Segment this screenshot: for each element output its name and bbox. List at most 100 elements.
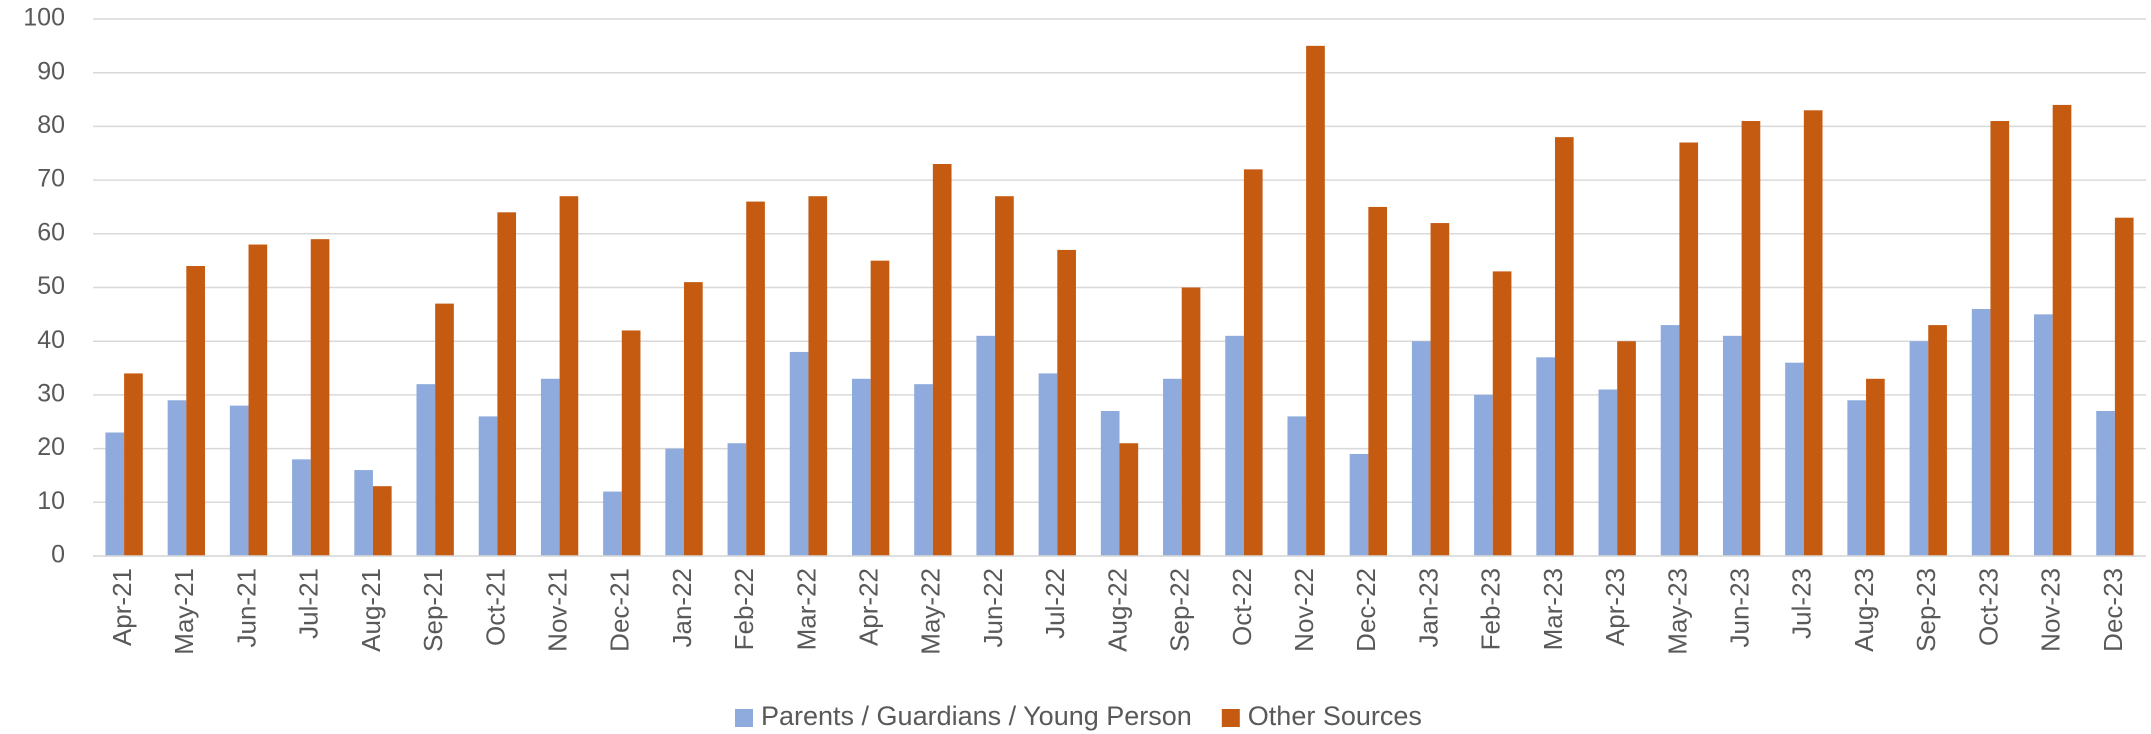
bar	[186, 266, 205, 556]
bar	[478, 416, 498, 556]
bar	[1990, 121, 2010, 556]
bar	[1722, 335, 1742, 556]
bar	[1411, 341, 1431, 556]
bar	[1057, 249, 1076, 556]
bar	[870, 260, 890, 556]
x-tick-label: Feb-23	[1476, 568, 1506, 650]
x-tick-label: Sep-22	[1165, 568, 1195, 652]
x-tick-label: Aug-23	[1849, 568, 1879, 652]
bar	[851, 378, 871, 556]
bar	[1785, 362, 1804, 556]
x-tick-label: Apr-23	[1600, 568, 1630, 646]
bar	[1492, 271, 1512, 556]
legend-label: Other Sources	[1248, 701, 1422, 731]
legend-label: Parents / Guardians / Young Person	[761, 701, 1192, 731]
y-tick-label: 10	[37, 487, 65, 515]
bar	[1368, 206, 1388, 556]
bar	[372, 486, 392, 556]
x-tick-label: Feb-22	[729, 568, 759, 650]
bar	[727, 443, 747, 556]
bar	[1100, 411, 1120, 556]
y-tick-label: 70	[37, 165, 65, 193]
x-tick-label: Jul-21	[294, 568, 324, 639]
bar	[1971, 308, 1991, 556]
y-tick-label: 0	[51, 541, 65, 569]
bar	[124, 373, 143, 556]
bar	[746, 201, 765, 556]
bar	[789, 351, 809, 556]
x-tick-label: Oct-22	[1227, 568, 1257, 646]
bar	[995, 196, 1014, 556]
x-tick-label: Nov-23	[2036, 568, 2066, 652]
bar	[1038, 373, 1058, 556]
bar	[1243, 169, 1263, 557]
bar	[684, 282, 703, 556]
bar	[1660, 325, 1680, 556]
x-tick-label: Mar-22	[791, 568, 821, 650]
bar	[1119, 443, 1139, 556]
bar	[932, 163, 952, 557]
x-tick-label: Jul-23	[1787, 568, 1817, 639]
y-tick-label: 40	[37, 326, 65, 354]
bar	[1474, 394, 1493, 556]
bar	[621, 330, 641, 556]
legend-swatch	[1221, 709, 1240, 727]
legend-swatch	[735, 709, 753, 727]
bar	[310, 239, 330, 557]
bar	[914, 384, 933, 556]
bar	[1866, 378, 1885, 556]
bar	[603, 491, 622, 556]
x-tick-label: Aug-22	[1102, 568, 1132, 652]
x-tick-label: Oct-21	[480, 568, 510, 646]
bar	[292, 459, 311, 556]
bar	[1306, 45, 1325, 556]
x-tick-label: Nov-21	[542, 568, 572, 652]
y-tick-label: 30	[37, 380, 65, 408]
bar	[1554, 137, 1574, 556]
bar	[976, 335, 996, 556]
bar	[1598, 389, 1618, 556]
bar	[1349, 453, 1369, 556]
y-tick-label: 50	[37, 272, 65, 300]
bar	[1287, 416, 1307, 556]
bar	[1679, 142, 1699, 556]
bar	[229, 405, 249, 556]
bar	[808, 196, 828, 556]
x-tick-label: Aug-21	[356, 568, 386, 652]
x-tick-label: Jun-22	[978, 568, 1008, 648]
bar	[1617, 341, 1636, 556]
y-tick-label: 60	[37, 218, 65, 246]
x-tick-label: Nov-22	[1289, 568, 1319, 652]
bar	[1803, 110, 1823, 556]
bar	[1163, 378, 1182, 556]
bar	[1928, 325, 1947, 556]
x-tick-label: Dec-22	[1351, 568, 1381, 652]
y-tick-label: 20	[37, 433, 65, 461]
bar	[2114, 217, 2134, 556]
bar	[1536, 357, 1555, 556]
bar	[1181, 287, 1201, 556]
legend: Parents / Guardians / Young Person Other …	[735, 701, 1422, 731]
x-tick-label: Jun-23	[1724, 568, 1754, 648]
y-tick-label: 100	[23, 4, 65, 32]
x-tick-label: Apr-22	[854, 568, 884, 646]
x-tick-label: Apr-21	[107, 568, 137, 646]
bar	[1225, 335, 1244, 556]
x-tick-label: May-22	[916, 568, 946, 655]
bar	[2096, 411, 2115, 556]
x-tick-label: Mar-23	[1538, 568, 1568, 650]
bar	[354, 470, 373, 556]
x-tick-label: Sep-23	[1911, 568, 1941, 652]
bar	[559, 196, 579, 556]
bar	[1847, 400, 1867, 556]
x-tick-label: May-21	[169, 568, 199, 655]
y-tick-label: 90	[37, 57, 65, 85]
bar	[1430, 223, 1450, 556]
bar	[1909, 341, 1929, 556]
x-tick-label: Dec-21	[605, 568, 635, 652]
bar	[1741, 121, 1761, 556]
bar	[105, 432, 125, 556]
bar	[167, 400, 187, 556]
